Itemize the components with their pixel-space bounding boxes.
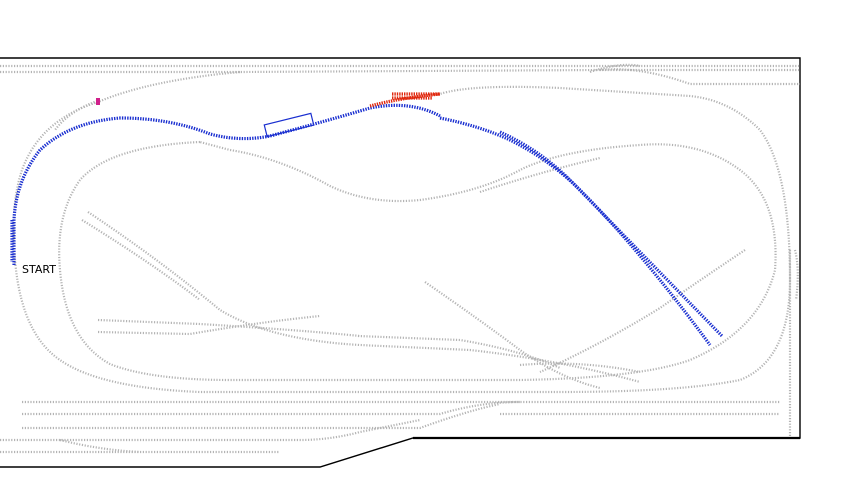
diagonal-track-2 bbox=[81, 219, 201, 301]
baseboard-outline bbox=[0, 57, 801, 468]
route-signal-box bbox=[263, 112, 315, 138]
diagonal-track-3 bbox=[424, 281, 601, 390]
diagonal-track-1 bbox=[87, 211, 641, 384]
interior-tracks bbox=[81, 211, 746, 390]
outer-loop-branch bbox=[54, 98, 101, 131]
inner-loop-track bbox=[58, 140, 777, 382]
right-curve-track bbox=[793, 249, 799, 301]
route-segment-main bbox=[12, 103, 441, 265]
yard-track-3 bbox=[357, 334, 561, 370]
highlight-segment bbox=[369, 92, 441, 108]
bottom-track-3 bbox=[22, 402, 501, 430]
crossover-track bbox=[519, 362, 641, 374]
route-segment-diagonal-2 bbox=[499, 130, 724, 338]
bottom-track-7 bbox=[59, 438, 141, 454]
track-top-2 bbox=[0, 68, 800, 74]
track-top-siding bbox=[599, 68, 800, 86]
position-marker bbox=[96, 98, 100, 105]
track-top-turnout bbox=[589, 63, 641, 74]
top-tracks bbox=[0, 63, 800, 86]
selected-route bbox=[10, 103, 724, 346]
start-label: START bbox=[22, 263, 56, 276]
bottom-track-2 bbox=[22, 400, 521, 416]
outer-loop-track bbox=[12, 70, 792, 394]
bottom-yard bbox=[0, 249, 799, 454]
yard-track-2 bbox=[97, 314, 321, 336]
yard-track-1 bbox=[97, 318, 361, 338]
red-track-segment-1 bbox=[369, 92, 441, 108]
diagonal-track-4 bbox=[539, 249, 746, 374]
outer-loop bbox=[12, 70, 792, 394]
inner-crossover bbox=[479, 156, 601, 194]
route-segment-diagonal-1 bbox=[439, 116, 712, 346]
inner-loop bbox=[58, 140, 777, 382]
bottom-track-5 bbox=[0, 418, 421, 442]
